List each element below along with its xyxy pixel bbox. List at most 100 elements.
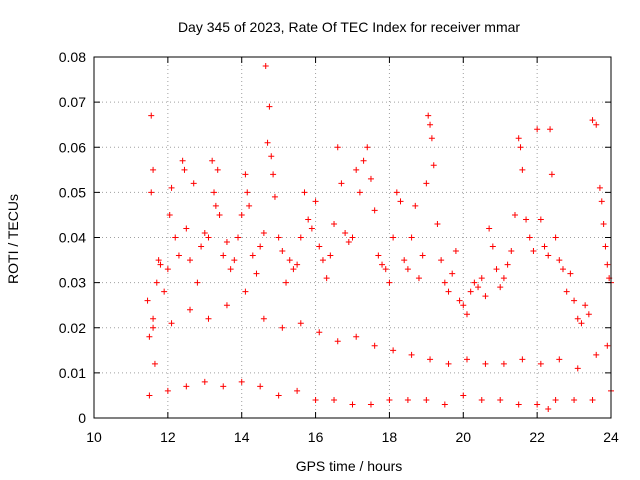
- data-point: [166, 211, 173, 218]
- data-point: [294, 261, 301, 268]
- y-tick-label: 0.05: [59, 184, 86, 200]
- data-point: [571, 297, 578, 304]
- data-point: [574, 365, 581, 372]
- data-point: [500, 275, 507, 282]
- data-point: [415, 275, 422, 282]
- data-point: [187, 257, 194, 264]
- data-point: [157, 261, 164, 268]
- data-point: [275, 234, 282, 241]
- data-point: [567, 270, 574, 277]
- data-point: [526, 234, 533, 241]
- data-point: [353, 166, 360, 173]
- data-point: [493, 266, 500, 273]
- y-tick-label: 0.03: [59, 275, 86, 291]
- data-point: [279, 248, 286, 255]
- data-point: [552, 234, 559, 241]
- data-point: [205, 315, 212, 322]
- data-point: [390, 347, 397, 354]
- data-point: [246, 202, 253, 209]
- data-point: [393, 189, 400, 196]
- data-point: [478, 396, 485, 403]
- data-point: [331, 220, 338, 227]
- data-point: [404, 266, 411, 273]
- data-point: [364, 144, 371, 151]
- data-point: [589, 396, 596, 403]
- data-point: [471, 279, 478, 286]
- data-point: [382, 266, 389, 273]
- data-point: [428, 135, 435, 142]
- data-point: [168, 320, 175, 327]
- data-point: [205, 234, 212, 241]
- data-point: [345, 239, 352, 246]
- data-point: [489, 243, 496, 250]
- data-point: [148, 189, 155, 196]
- x-tick-label: 24: [603, 429, 619, 445]
- data-point: [220, 252, 227, 259]
- data-point: [367, 401, 374, 408]
- data-point: [386, 396, 393, 403]
- data-point: [209, 157, 216, 164]
- data-point: [371, 207, 378, 214]
- data-point: [262, 63, 269, 70]
- data-point: [244, 189, 251, 196]
- data-point: [430, 162, 437, 169]
- data-point: [253, 270, 260, 277]
- data-point: [260, 315, 267, 322]
- data-point: [427, 356, 434, 363]
- data-point: [194, 279, 201, 286]
- data-point: [216, 211, 223, 218]
- data-point: [338, 180, 345, 187]
- data-point: [214, 166, 221, 173]
- data-point: [349, 401, 356, 408]
- data-point: [508, 248, 515, 255]
- data-point: [412, 202, 419, 209]
- data-point: [467, 288, 474, 295]
- data-point: [578, 320, 585, 327]
- data-point: [456, 297, 463, 304]
- data-point: [266, 103, 273, 110]
- data-point: [305, 216, 312, 223]
- data-point: [181, 166, 188, 173]
- y-tick-label: 0.01: [59, 365, 86, 381]
- data-point: [423, 396, 430, 403]
- data-point: [367, 175, 374, 182]
- data-point: [161, 288, 168, 295]
- x-tick-label: 18: [382, 429, 398, 445]
- data-point: [175, 252, 182, 259]
- data-point: [223, 239, 230, 246]
- data-point: [556, 257, 563, 264]
- data-point: [545, 252, 552, 259]
- data-point: [144, 297, 151, 304]
- data-point: [257, 243, 264, 250]
- data-point: [449, 270, 456, 277]
- data-point: [146, 392, 153, 399]
- data-point: [294, 387, 301, 394]
- data-point: [179, 157, 186, 164]
- data-point: [463, 311, 470, 318]
- data-point: [238, 378, 245, 385]
- data-point: [582, 302, 589, 309]
- data-point: [497, 284, 504, 291]
- data-point: [585, 311, 592, 318]
- data-point: [517, 144, 524, 151]
- data-point: [146, 333, 153, 340]
- data-point: [249, 252, 256, 259]
- data-point: [349, 234, 356, 241]
- y-tick-label: 0.06: [59, 139, 86, 155]
- data-point: [596, 184, 603, 191]
- data-point: [534, 401, 541, 408]
- data-point: [271, 193, 278, 200]
- data-point: [164, 387, 171, 394]
- data-point: [155, 257, 162, 264]
- data-point: [598, 198, 605, 205]
- data-point: [478, 275, 485, 282]
- data-point: [301, 189, 308, 196]
- chart-title: Day 345 of 2023, Rate Of TEC Index for r…: [178, 19, 520, 35]
- data-point: [290, 266, 297, 273]
- data-point: [148, 112, 155, 119]
- data-point: [334, 338, 341, 345]
- data-point: [150, 324, 157, 331]
- data-point: [482, 293, 489, 300]
